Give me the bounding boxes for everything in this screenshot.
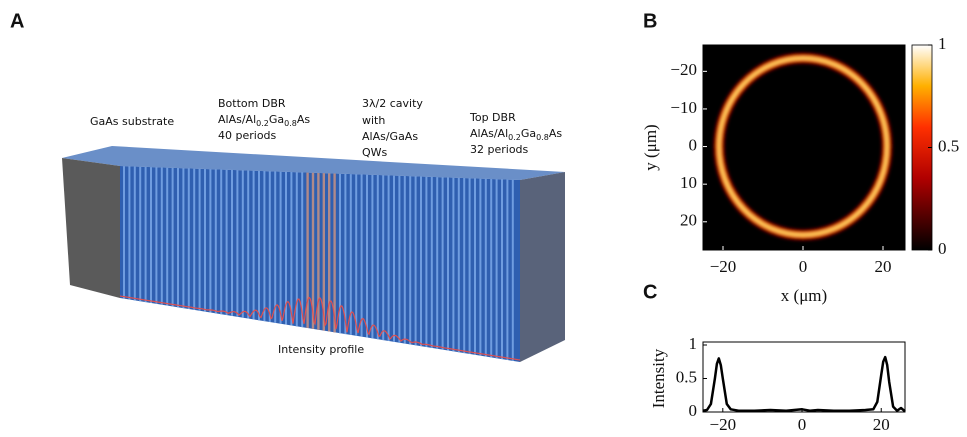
intensity-sketch [119,295,521,361]
label: AlAs/Al0.2Ga0.8As [470,127,562,142]
x-tick-label: 0 [799,257,808,276]
dbr-front [120,166,520,362]
label: Intensity profile [278,343,364,356]
x-tick-label: −20 [710,415,737,434]
y-tick-label: −10 [670,98,697,117]
colorbar-label: 0.5 [938,136,959,155]
t: As [297,113,311,126]
block-top [62,146,565,180]
label: Top DBR [469,111,516,124]
substrate [62,158,120,298]
label: 3λ/2 cavity [362,97,423,110]
ring [713,52,893,241]
label: QWs [362,146,388,159]
label: GaAs substrate [90,115,174,128]
t: AlAs/Al [470,127,508,140]
colorbar-label: 1 [938,34,947,53]
y-axis-label: Intensity [649,348,668,408]
y-tick-label: 10 [680,173,697,192]
t: Ga [269,113,284,126]
heatmap-bg [703,45,905,250]
panel-label: C [643,281,657,303]
y-tick-label: 20 [680,211,697,230]
y-tick-label: 0.5 [676,367,697,386]
label: with [362,114,385,127]
label: 32 periods [470,143,529,156]
t: 0.8 [536,133,549,142]
panel-label: A [10,10,24,32]
t: 0.2 [508,133,521,142]
t: 0.8 [284,119,297,128]
label: AlAs/Al0.2Ga0.8As [218,113,310,128]
x-tick-label: 20 [875,257,892,276]
x-tick-label: 20 [873,415,890,434]
colorbar-label: 0 [938,239,947,258]
y-tick-label: 0 [689,401,698,420]
t: 0.2 [256,119,269,128]
x-tick-label: −20 [710,257,737,276]
y-tick-label: −20 [670,60,697,79]
block-end [520,172,565,362]
line [702,355,906,413]
panel-label: B [643,10,657,32]
x-tick-label: 0 [798,415,807,434]
label: 40 periods [218,129,277,142]
ring-mark [718,57,888,236]
frame [702,44,906,251]
frame [702,341,906,413]
t: As [549,127,563,140]
label: Bottom DBR [218,97,286,110]
y-tick-label: 1 [689,334,698,353]
x-axis-label: x (μm) [781,286,827,305]
y-axis-label: y (μm) [641,124,660,170]
label: AlAs/GaAs [362,130,418,143]
t: AlAs/Al [218,113,256,126]
y-tick-label: 0 [689,135,698,154]
t: Ga [521,127,536,140]
